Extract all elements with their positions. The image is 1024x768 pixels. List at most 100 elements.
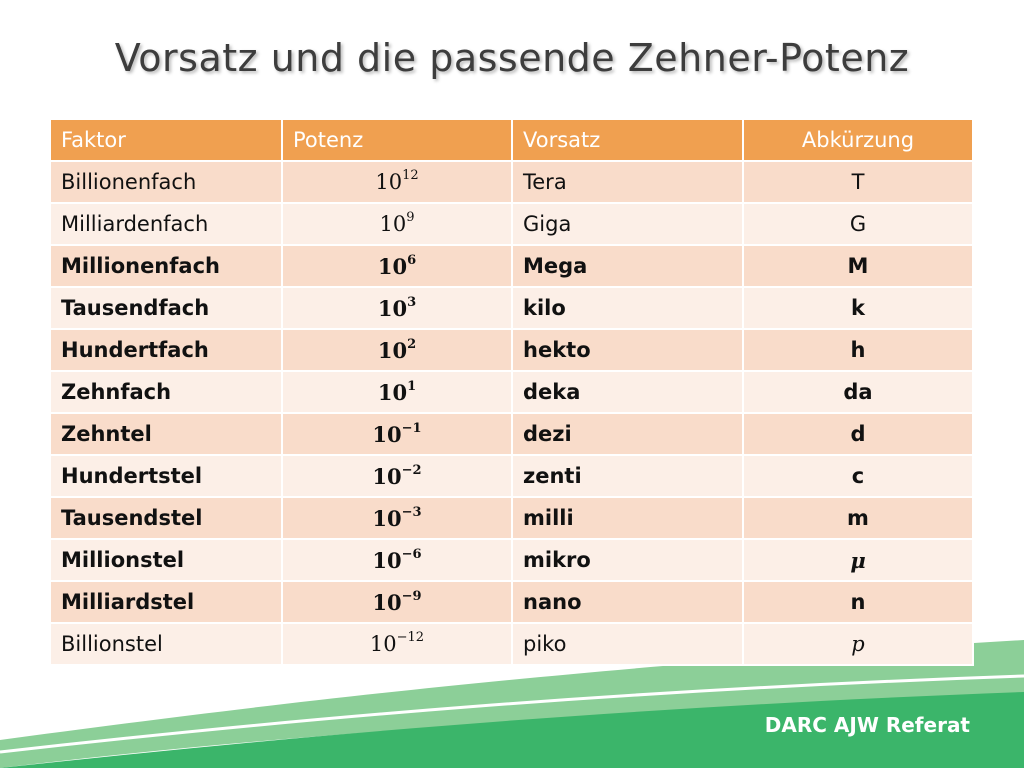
abbreviation-text: d <box>850 422 866 446</box>
cell-abbreviation: p <box>743 623 974 666</box>
wave-white-line <box>0 674 1024 754</box>
abbreviation-text: c <box>851 464 865 488</box>
table-row: Tausendstel 10−3 milli m <box>51 497 974 540</box>
cell-prefix: mikro <box>512 539 744 582</box>
cell-prefix: hekto <box>512 329 744 372</box>
table-row: Hundertfach 102 hekto h <box>51 329 974 372</box>
power-exponent: −2 <box>401 462 422 478</box>
cell-power: 102 <box>282 329 513 372</box>
cell-prefix: nano <box>512 581 744 624</box>
cell-abbreviation: c <box>743 455 974 498</box>
abbreviation-text: M <box>847 254 869 278</box>
power-base: 10 <box>377 379 408 405</box>
power-exponent: 9 <box>406 210 415 226</box>
power-exponent: 2 <box>407 336 417 352</box>
wave-green-band <box>0 692 1024 768</box>
table-header-row: Faktor Potenz Vorsatz Abkürzung <box>51 120 974 162</box>
power-base: 10 <box>372 505 402 531</box>
cell-factor: Milliardstel <box>51 581 283 624</box>
power-base: 10 <box>377 253 408 279</box>
abbreviation-text: p <box>851 632 865 656</box>
table-row: Millionstel 10−6 mikro μ <box>51 539 974 582</box>
abbreviation-text: μ <box>850 547 866 573</box>
table-row: Millionenfach 106 Mega M <box>51 245 974 288</box>
cell-power: 10−12 <box>282 623 513 666</box>
cell-factor: Tausendstel <box>51 497 283 540</box>
cell-factor: Zehntel <box>51 413 283 456</box>
power-exponent: 6 <box>407 252 417 268</box>
cell-prefix: piko <box>512 623 744 666</box>
cell-abbreviation: G <box>743 203 974 246</box>
cell-power: 103 <box>282 287 513 330</box>
abbreviation-text: h <box>850 338 866 362</box>
cell-abbreviation: M <box>743 245 974 288</box>
power-exponent: 1 <box>407 378 417 394</box>
cell-prefix: Giga <box>512 203 744 246</box>
power-base: 10 <box>372 463 402 489</box>
power-base: 10 <box>375 170 403 194</box>
cell-factor: Milliardenfach <box>51 203 283 246</box>
power-base: 10 <box>377 295 408 321</box>
table-row: Billionenfach 1012 Tera T <box>51 161 974 204</box>
abbreviation-text: da <box>843 380 873 404</box>
cell-prefix: Mega <box>512 245 744 288</box>
power-exponent: −3 <box>401 504 422 520</box>
power-base: 10 <box>379 212 407 236</box>
table-row: Billionstel 10−12 piko p <box>51 623 974 666</box>
power-base: 10 <box>372 589 402 615</box>
power-exponent: 12 <box>402 168 419 184</box>
power-base: 10 <box>372 421 402 447</box>
cell-prefix: kilo <box>512 287 744 330</box>
cell-power: 106 <box>282 245 513 288</box>
cell-power: 1012 <box>282 161 513 204</box>
power-exponent: 3 <box>407 294 417 310</box>
table-row: Zehntel 10−1 dezi d <box>51 413 974 456</box>
abbreviation-text: T <box>851 170 865 194</box>
cell-prefix: deka <box>512 371 744 414</box>
cell-prefix: zenti <box>512 455 744 498</box>
cell-power: 10−1 <box>282 413 513 456</box>
table-row: Milliardenfach 109 Giga G <box>51 203 974 246</box>
header-power: Potenz <box>282 120 513 162</box>
power-base: 10 <box>372 547 402 573</box>
cell-power: 109 <box>282 203 513 246</box>
cell-power: 10−3 <box>282 497 513 540</box>
power-exponent: −9 <box>401 588 422 604</box>
cell-abbreviation: μ <box>743 539 974 582</box>
table-row: Hundertstel 10−2 zenti c <box>51 455 974 498</box>
abbreviation-text: n <box>850 590 866 614</box>
power-exponent: −12 <box>396 630 425 646</box>
table-row: Milliardstel 10−9 nano n <box>51 581 974 624</box>
cell-abbreviation: da <box>743 371 974 414</box>
cell-factor: Hundertfach <box>51 329 283 372</box>
power-base: 10 <box>369 632 397 656</box>
table-body: Billionenfach 1012 Tera T Milliardenfach 109 G… <box>51 161 974 666</box>
table-row: Zehnfach 101 deka da <box>51 371 974 414</box>
cell-power: 10−9 <box>282 581 513 624</box>
cell-prefix: milli <box>512 497 744 540</box>
cell-factor: Billionenfach <box>51 161 283 204</box>
header-factor: Faktor <box>51 120 283 162</box>
cell-power: 10−2 <box>282 455 513 498</box>
cell-abbreviation: h <box>743 329 974 372</box>
header-prefix: Vorsatz <box>512 120 744 162</box>
cell-factor: Zehnfach <box>51 371 283 414</box>
prefix-table: Faktor Potenz Vorsatz Abkürzung Billione… <box>51 120 974 666</box>
cell-abbreviation: T <box>743 161 974 204</box>
cell-factor: Billionstel <box>51 623 283 666</box>
power-exponent: −1 <box>401 420 422 436</box>
table-row: Tausendfach 103 kilo k <box>51 287 974 330</box>
power-base: 10 <box>377 337 408 363</box>
slide-title: Vorsatz und die passende Zehner-Potenz <box>114 36 910 80</box>
abbreviation-text: G <box>849 212 867 236</box>
power-exponent: −6 <box>401 546 422 562</box>
header-abbreviation: Abkürzung <box>743 120 974 162</box>
abbreviation-text: m <box>847 506 869 530</box>
cell-power: 101 <box>282 371 513 414</box>
cell-factor: Tausendfach <box>51 287 283 330</box>
footer-label: DARC AJW Referat <box>764 713 970 737</box>
cell-factor: Millionenfach <box>51 245 283 288</box>
cell-abbreviation: n <box>743 581 974 624</box>
